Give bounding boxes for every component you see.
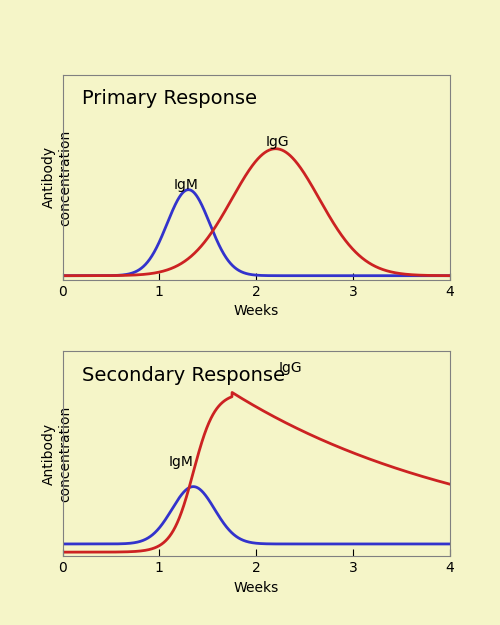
Text: Primary Response: Primary Response — [82, 89, 257, 108]
X-axis label: Weeks: Weeks — [234, 581, 279, 594]
Y-axis label: Antibody
concentration: Antibody concentration — [42, 129, 72, 226]
Text: Secondary Response: Secondary Response — [82, 366, 285, 385]
Text: IgM: IgM — [174, 177, 199, 192]
Text: IgG: IgG — [266, 134, 289, 149]
Y-axis label: Antibody
concentration: Antibody concentration — [42, 406, 72, 502]
Text: IgM: IgM — [168, 455, 193, 469]
Text: IgG: IgG — [278, 361, 302, 375]
X-axis label: Weeks: Weeks — [234, 304, 279, 318]
